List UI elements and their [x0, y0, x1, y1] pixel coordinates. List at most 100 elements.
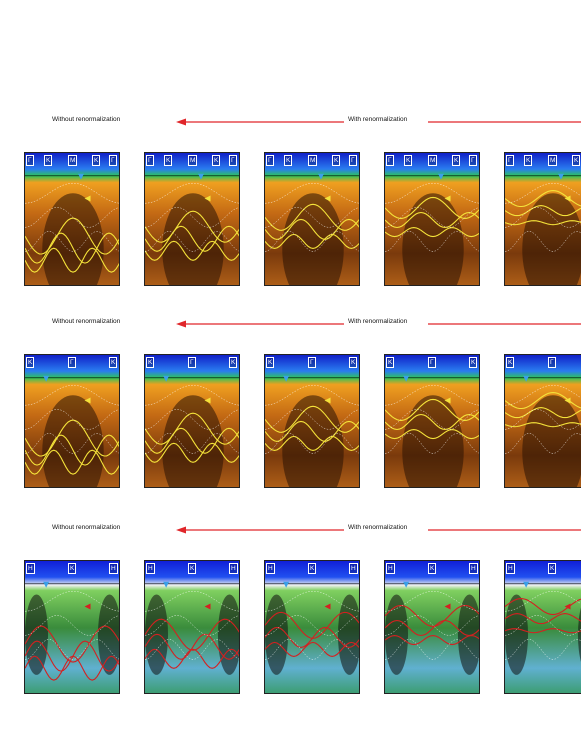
high-symmetry-point: K	[452, 155, 461, 166]
blue-arrow-marker	[523, 581, 530, 588]
high-symmetry-point: H	[506, 563, 515, 574]
dft-band-curve	[385, 409, 479, 430]
dft-band-curve	[505, 615, 581, 636]
spectral-shadow	[385, 594, 409, 675]
spectral-shadow	[337, 594, 359, 675]
high-symmetry-point: K	[506, 357, 515, 368]
spectral-shadow	[97, 594, 119, 675]
without-renormalization-label: Without renormalization	[52, 524, 121, 531]
high-symmetry-point: K	[164, 155, 173, 166]
band-arrow-marker	[324, 397, 331, 404]
high-symmetry-point: K	[332, 155, 341, 166]
spectral-dome	[522, 193, 581, 285]
arpes-spectrum	[505, 355, 581, 487]
band-curve	[265, 420, 359, 442]
band-curve	[145, 240, 239, 261]
high-symmetry-point: K	[349, 357, 358, 368]
high-symmetry-point: K	[404, 155, 413, 166]
dft-band-curve	[265, 207, 359, 228]
band-arrow-marker	[444, 603, 451, 610]
band-arrow-marker	[564, 195, 571, 202]
dft-band-curve	[145, 207, 239, 228]
band-arrow-marker	[204, 603, 211, 610]
renormalization-header: Without renormalization With renormalizat…	[0, 318, 581, 330]
band-curve	[25, 449, 119, 475]
high-symmetry-point: K	[146, 357, 155, 368]
dft-band-curve	[505, 207, 581, 228]
renormalization-arrow	[176, 320, 581, 328]
dft-band-curve	[385, 615, 479, 636]
band-curve	[385, 211, 479, 229]
arpes-spectrum	[145, 153, 239, 285]
band-curve	[505, 407, 581, 419]
high-symmetry-point: Γ	[308, 357, 316, 368]
high-symmetry-point: H	[229, 563, 238, 574]
renormalization-header: Without renormalization With renormalizat…	[0, 524, 581, 536]
renormalization-header: Without renormalization With renormalizat…	[0, 116, 581, 128]
arpes-spectrum	[25, 561, 119, 693]
high-symmetry-point: K	[92, 155, 101, 166]
high-symmetry-point: K	[428, 563, 437, 574]
dft-band-curve	[505, 231, 581, 252]
dft-band-curve	[145, 409, 239, 430]
high-symmetry-point: K	[188, 563, 197, 574]
high-symmetry-point: H	[386, 563, 395, 574]
arpes-panel-j: KΓK	[504, 354, 581, 488]
high-symmetry-point: Γ	[548, 357, 556, 368]
high-symmetry-point: K	[68, 563, 77, 574]
arpes-spectrum	[505, 153, 581, 285]
arpes-spectrum	[145, 355, 239, 487]
dft-band-curve	[145, 639, 239, 660]
dft-band-curve	[145, 433, 239, 454]
with-renormalization-label: With renormalization	[348, 524, 408, 531]
band-curve	[385, 604, 479, 627]
high-symmetry-point: K	[229, 357, 238, 368]
arpes-spectrum	[505, 561, 581, 693]
band-curve	[505, 598, 581, 616]
band-arrow-marker	[564, 397, 571, 404]
band-curve	[25, 232, 119, 264]
arpes-spectrum	[385, 153, 479, 285]
band-arrow-marker	[444, 397, 451, 404]
band-curve	[25, 434, 119, 466]
blue-arrow-marker	[403, 375, 410, 382]
dft-band-curve	[265, 615, 359, 636]
high-symmetry-point: K	[524, 155, 533, 166]
high-symmetry-point: H	[349, 563, 358, 574]
blue-arrow-marker	[523, 375, 530, 382]
band-curve	[385, 398, 479, 421]
arpes-spectrum	[25, 355, 119, 487]
renormalization-arrow	[176, 118, 581, 126]
arpes-spectrum	[145, 561, 239, 693]
band-arrow-marker	[564, 603, 571, 610]
high-symmetry-point: Γ	[349, 155, 357, 166]
high-symmetry-point: H	[109, 563, 118, 574]
blue-arrow-marker	[78, 173, 84, 180]
dft-band-curve	[25, 231, 119, 252]
band-curve	[505, 613, 581, 625]
blue-arrow-marker	[43, 581, 50, 588]
band-curve	[505, 190, 581, 208]
blue-arrow-marker	[558, 173, 564, 180]
band-curve	[265, 218, 359, 240]
spectral-shadow	[217, 594, 239, 675]
band-curve	[505, 628, 581, 634]
band-curve	[385, 429, 479, 440]
dft-band-curve	[505, 409, 581, 430]
spectral-shadow	[25, 594, 49, 675]
band-curve	[25, 217, 119, 255]
without-renormalization-label: Without renormalization	[52, 318, 121, 325]
dft-band-curve	[265, 231, 359, 252]
blue-arrow-marker	[283, 375, 290, 382]
band-curve	[25, 247, 119, 273]
blue-arrow-marker	[43, 375, 50, 382]
dft-band-curve	[385, 207, 479, 228]
dft-band-curve	[505, 639, 581, 660]
dft-band-curve	[505, 433, 581, 454]
without-renormalization-label: Without renormalization	[52, 116, 121, 123]
band-curve	[265, 611, 359, 639]
high-symmetry-point: Γ	[469, 155, 477, 166]
